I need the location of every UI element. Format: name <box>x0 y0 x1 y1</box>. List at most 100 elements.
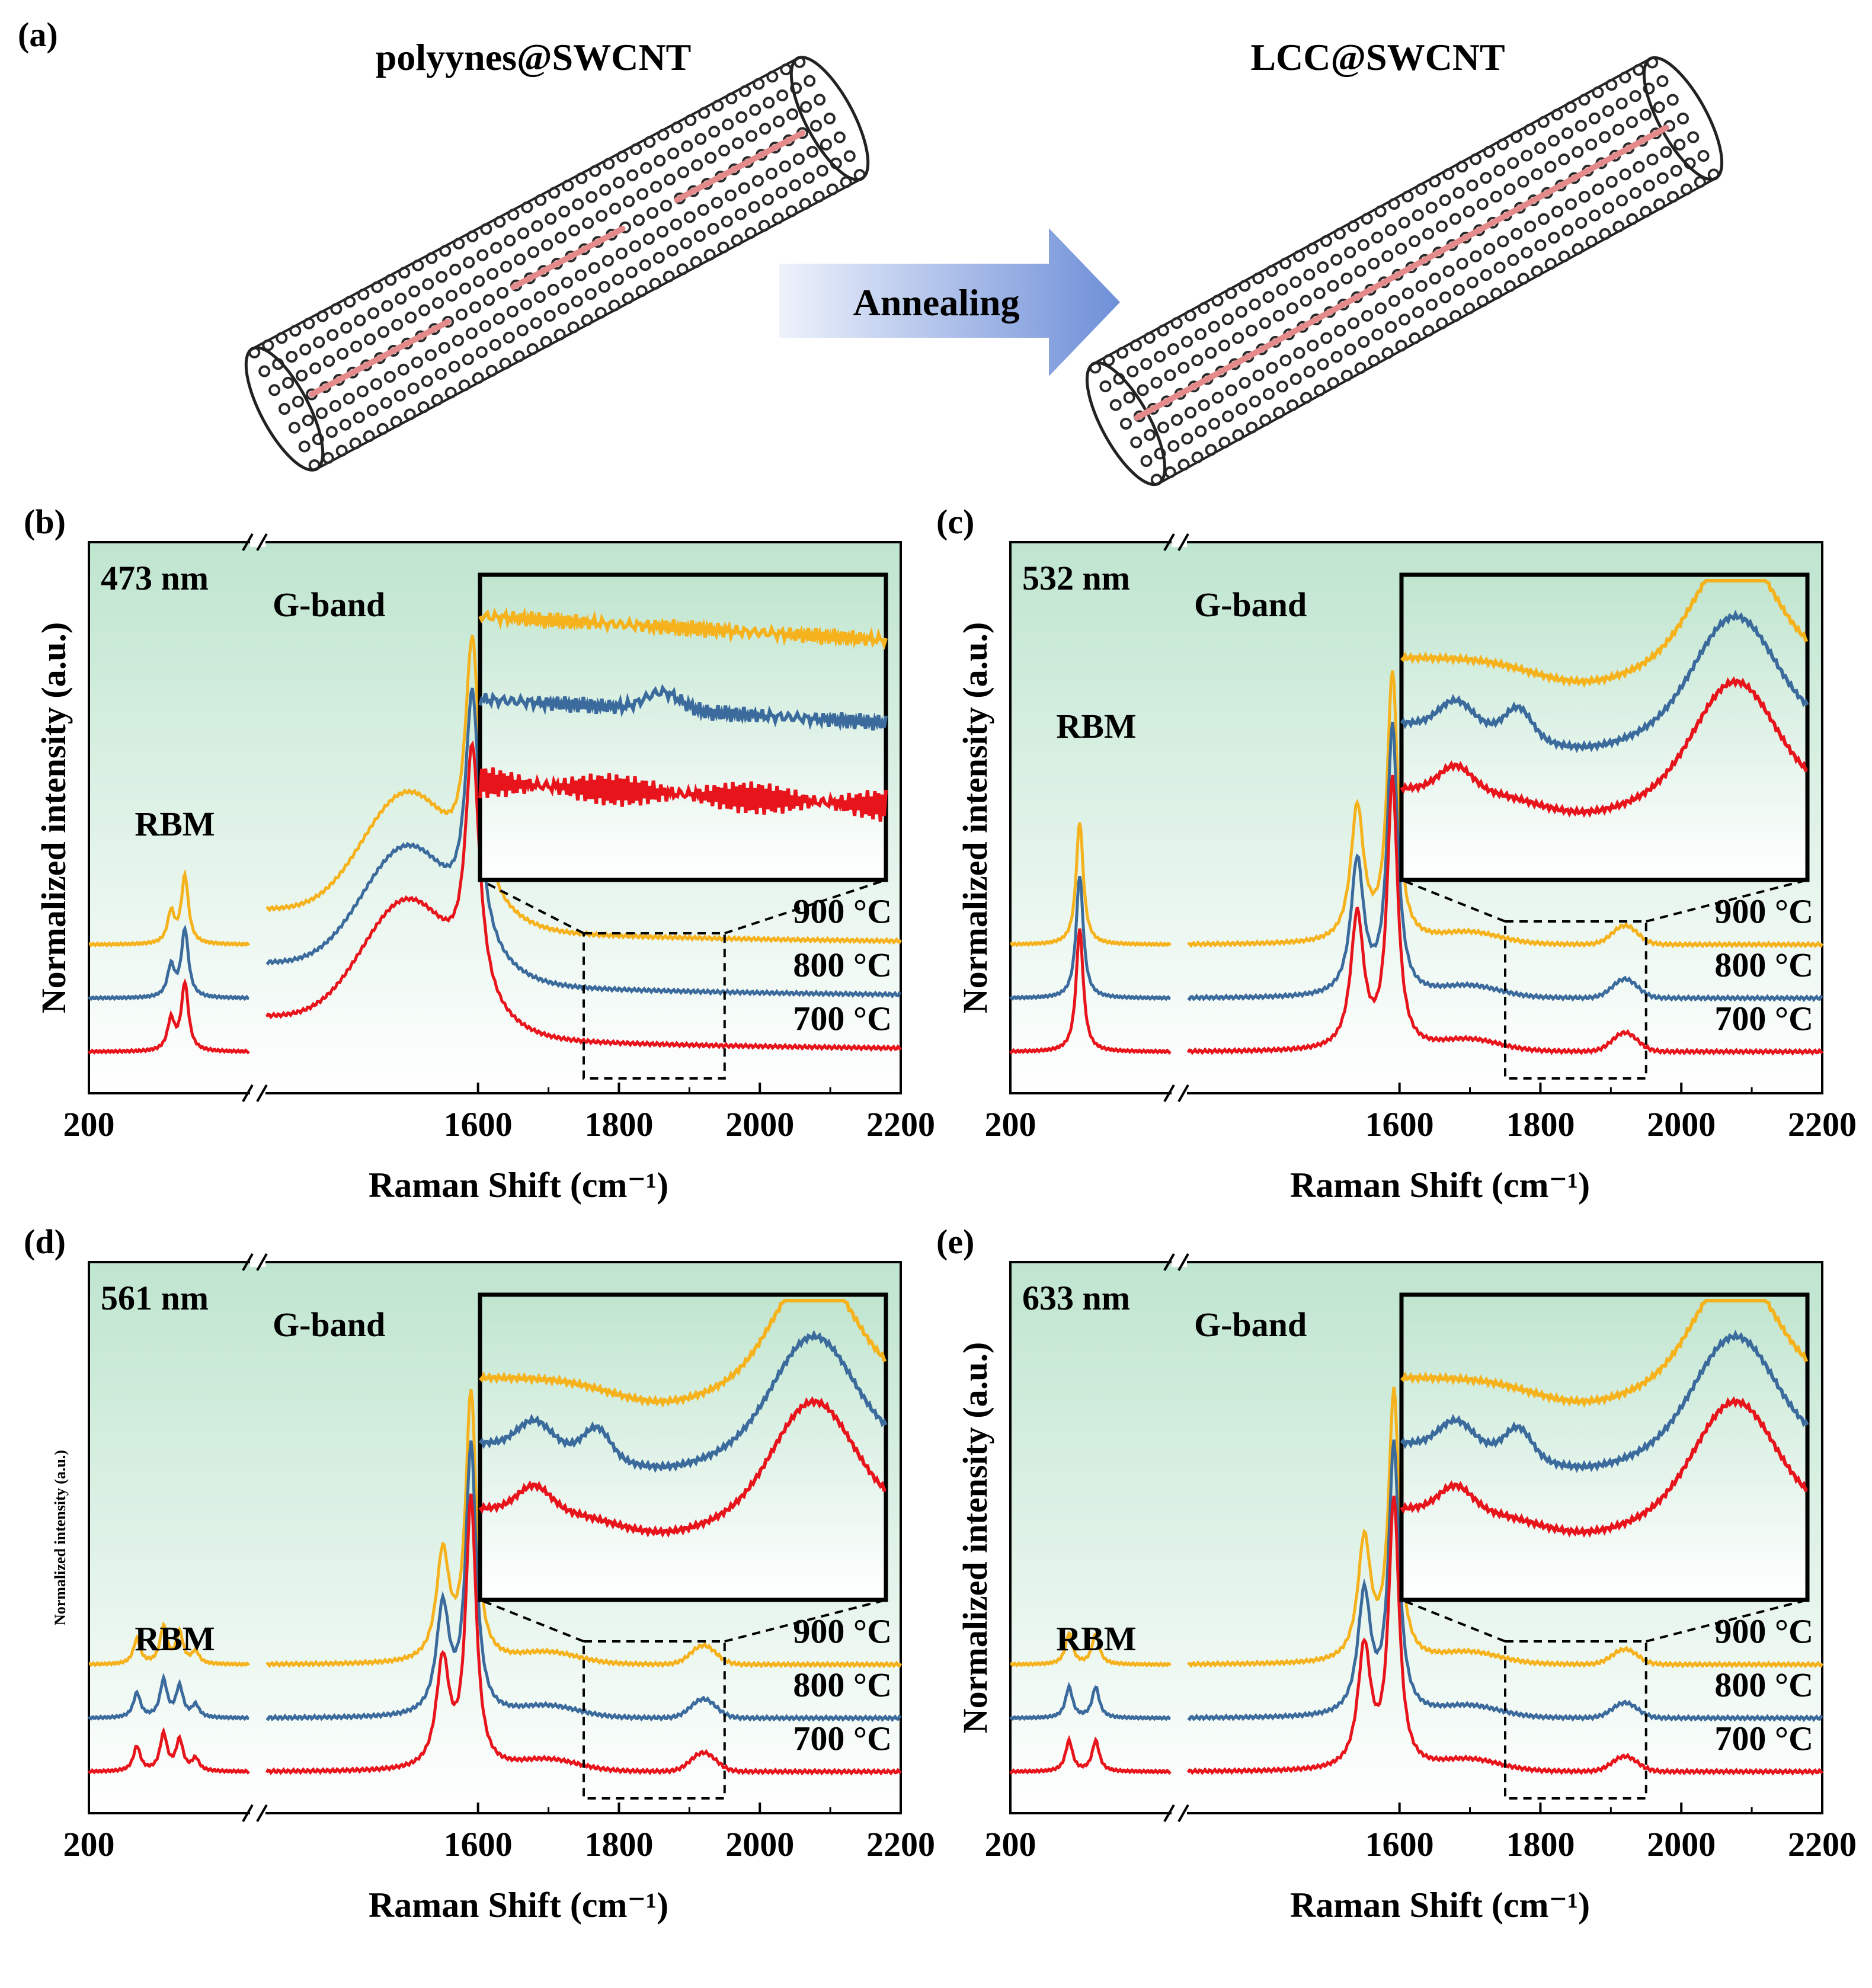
axis-break-mark <box>1177 1804 1189 1822</box>
rbm-spectrum-800 <box>1009 1682 1171 1721</box>
x-tick-label: 1800 <box>1506 1105 1575 1144</box>
rbm-spectrum-900 <box>88 868 250 948</box>
plot-frame <box>88 541 902 1094</box>
main-spectrum-900 <box>1187 670 1824 949</box>
inset-spectrum-900 <box>478 607 888 650</box>
inset-frame <box>478 1292 888 1602</box>
panel-a-label: (a) <box>18 15 58 54</box>
temperature-label: 800 °C <box>793 946 892 984</box>
y-axis-label: Normalized intensity (a.u.) <box>52 1450 69 1625</box>
zoom-connector <box>1401 879 1506 923</box>
x-tick-label: 2200 <box>866 1825 935 1864</box>
x-tick-label: 2200 <box>866 1105 935 1144</box>
x-axis-label: Raman Shift (cm⁻¹) <box>1290 1885 1590 1925</box>
zoom-connector <box>479 879 584 934</box>
temperature-label: 900 °C <box>793 1612 892 1651</box>
g-band-label: G-band <box>273 1305 385 1344</box>
axis-break-mark <box>1163 1084 1175 1102</box>
inset-spectrum-900 <box>1400 579 1809 688</box>
annealing-label: Annealing <box>853 281 1020 324</box>
x-tick-label: 1800 <box>584 1825 653 1864</box>
x-axis-label: Raman Shift (cm⁻¹) <box>1290 1166 1590 1205</box>
inset-spectrum-900 <box>478 1299 887 1408</box>
temperature-label: 800 °C <box>1714 1666 1813 1704</box>
axis-break-mark <box>1163 1253 1175 1271</box>
axis-break-mark <box>242 1804 254 1822</box>
rbm-spectrum-700 <box>1009 928 1172 1055</box>
g-band-label: G-band <box>1194 585 1307 624</box>
axis-break-mark <box>256 1253 268 1271</box>
x-axis-label: Raman Shift (cm⁻¹) <box>369 1885 668 1925</box>
temperature-label: 700 °C <box>793 1719 892 1757</box>
axis-break-mark <box>256 1804 268 1822</box>
x-tick-label: 200 <box>985 1105 1036 1144</box>
main-spectrum-700 <box>265 740 902 1052</box>
zoom-connector <box>479 1599 584 1643</box>
rbm-spectrum-800 <box>1009 875 1171 1001</box>
main-spectrum-900 <box>265 1389 903 1669</box>
zoom-region-box <box>1504 920 1647 1080</box>
main-spectrum-800 <box>1187 1439 1823 1723</box>
zoom-region-box <box>583 1640 726 1800</box>
temperature-label: 900 °C <box>793 892 892 931</box>
inset-frame <box>1399 572 1810 882</box>
axis-break-mark <box>242 1253 254 1271</box>
g-band-label: G-band <box>1194 1305 1307 1344</box>
axis-break-mark <box>256 533 268 551</box>
y-axis-label: Normalized intensity (a.u.) <box>956 1342 994 1734</box>
temperature-label: 700 °C <box>793 999 892 1038</box>
temperature-label: 900 °C <box>1714 892 1813 931</box>
inset-spectrum-700 <box>1400 676 1808 818</box>
main-spectrum-900 <box>1187 1387 1824 1669</box>
x-tick-label: 1600 <box>1365 1105 1434 1144</box>
zoom-region-box <box>583 932 726 1080</box>
axis-break-mark <box>1177 533 1189 551</box>
x-tick-label: 2000 <box>725 1105 794 1144</box>
rbm-spectrum-700 <box>87 1727 250 1775</box>
inset-spectrum-900 <box>1400 1299 1809 1408</box>
rbm-spectrum-800 <box>88 1672 249 1721</box>
nanotube-right <box>1085 56 1724 486</box>
inset-spectrum-800 <box>478 1330 888 1473</box>
inset-spectrum-800 <box>1400 610 1809 753</box>
x-axis-label: Raman Shift (cm⁻¹) <box>369 1166 668 1205</box>
lcc-title: LCC@SWCNT <box>1250 36 1505 78</box>
wavelength-label: 633 nm <box>1022 1279 1130 1317</box>
panel-label: (e) <box>936 1222 974 1261</box>
panel-e: 200 1600 1800 2000 2200 900 °C 800 °C 700 °C 633… <box>936 1222 1857 1925</box>
axis-break-mark <box>242 533 254 551</box>
inset-spectrum-700 <box>478 1396 887 1538</box>
g-band-label: G-band <box>273 585 385 624</box>
main-spectrum-800 <box>265 1440 902 1723</box>
plot-frame <box>1009 541 1823 1094</box>
rbm-spectrum-900 <box>1010 822 1172 947</box>
temperature-label: 700 °C <box>1714 1719 1813 1757</box>
rbm-spectrum-700 <box>88 978 250 1055</box>
inset-frame <box>1399 1292 1810 1602</box>
main-spectrum-800 <box>1187 722 1823 1003</box>
x-tick-label: 2000 <box>725 1825 794 1864</box>
zoom-region-box <box>1504 1640 1647 1800</box>
annealing-arrow <box>779 228 1120 376</box>
panel-b: 200 1600 1800 2000 2200 900 °C 800 °C 700 °C 473… <box>24 502 935 1205</box>
inset-spectrum-700 <box>478 767 888 822</box>
rbm-spectrum-800 <box>88 924 249 1001</box>
zoom-connector <box>1401 1599 1506 1643</box>
rbm-label: RBM <box>135 805 215 843</box>
panel-d: 200 1600 1800 2000 2200 900 °C 800 °C 700 °C 561… <box>24 1222 935 1925</box>
wavelength-label: 473 nm <box>101 559 209 597</box>
axis-break-mark <box>256 1084 268 1102</box>
rbm-label: RBM <box>135 1619 215 1658</box>
plot-frame <box>88 1261 902 1814</box>
x-tick-label: 200 <box>63 1105 115 1144</box>
rbm-spectrum-900 <box>1010 1631 1172 1668</box>
x-tick-label: 1800 <box>1506 1825 1575 1864</box>
x-tick-label: 1600 <box>1365 1825 1434 1864</box>
axis-break-mark <box>1163 533 1175 551</box>
rbm-label: RBM <box>1056 1619 1136 1658</box>
axis-break-mark <box>1177 1084 1189 1102</box>
inset-spectrum-800 <box>1400 1330 1809 1473</box>
inset-spectrum-800 <box>478 684 888 732</box>
axis-break-mark <box>1177 1253 1189 1271</box>
panel-label: (d) <box>24 1222 66 1261</box>
